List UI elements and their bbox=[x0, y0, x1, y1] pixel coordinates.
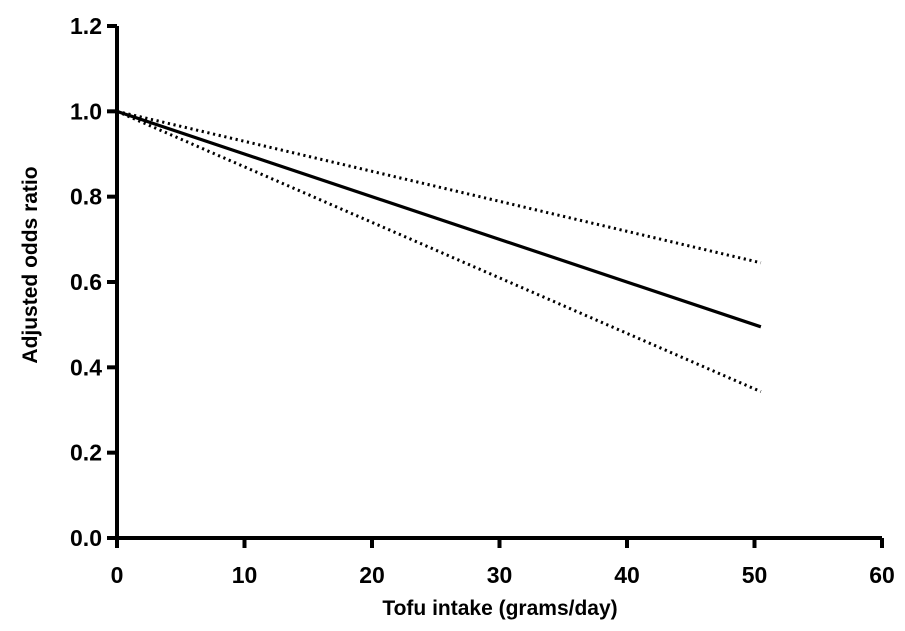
x-tick-label: 10 bbox=[232, 562, 258, 588]
ticks-layer: 0 10 20 30 40 50 60 0.0 0.2 0.4 0.6 0.8 1.0 1.2 bbox=[70, 13, 895, 588]
x-tick-label: 40 bbox=[614, 562, 640, 588]
y-tick-label: 0.8 bbox=[70, 184, 102, 210]
y-tick-label: 0.2 bbox=[70, 440, 102, 466]
x-axis-title: Tofu intake (grams/day) bbox=[382, 597, 617, 620]
y-tick-label: 0.0 bbox=[70, 525, 102, 551]
y-tick-label: 0.4 bbox=[70, 354, 102, 380]
y-axis-title: Adjusted odds ratio bbox=[19, 166, 42, 363]
x-tick-label: 50 bbox=[742, 562, 768, 588]
series-layer bbox=[116, 109, 762, 394]
x-tick-label: 20 bbox=[359, 562, 385, 588]
y-tick-label: 1.2 bbox=[70, 13, 102, 39]
x-tick-label: 0 bbox=[111, 562, 124, 588]
confidence-bound-line bbox=[116, 109, 762, 265]
y-tick-label: 1.0 bbox=[70, 98, 102, 124]
x-tick-label: 30 bbox=[487, 562, 513, 588]
axes-layer bbox=[115, 26, 882, 540]
x-tick-label: 60 bbox=[869, 562, 895, 588]
y-tick-label: 0.6 bbox=[70, 269, 102, 295]
confidence-bound-line bbox=[116, 109, 762, 394]
odds-ratio-line bbox=[116, 109, 762, 329]
